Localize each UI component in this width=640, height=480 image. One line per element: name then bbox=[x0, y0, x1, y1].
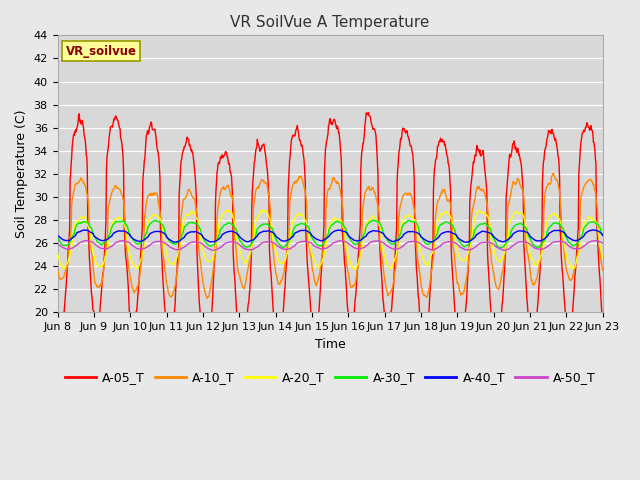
Legend: A-05_T, A-10_T, A-20_T, A-30_T, A-40_T, A-50_T: A-05_T, A-10_T, A-20_T, A-30_T, A-40_T, … bbox=[60, 366, 600, 389]
Text: VR_soilvue: VR_soilvue bbox=[66, 45, 137, 58]
X-axis label: Time: Time bbox=[315, 337, 346, 351]
Y-axis label: Soil Temperature (C): Soil Temperature (C) bbox=[15, 109, 28, 238]
Title: VR SoilVue A Temperature: VR SoilVue A Temperature bbox=[230, 15, 429, 30]
